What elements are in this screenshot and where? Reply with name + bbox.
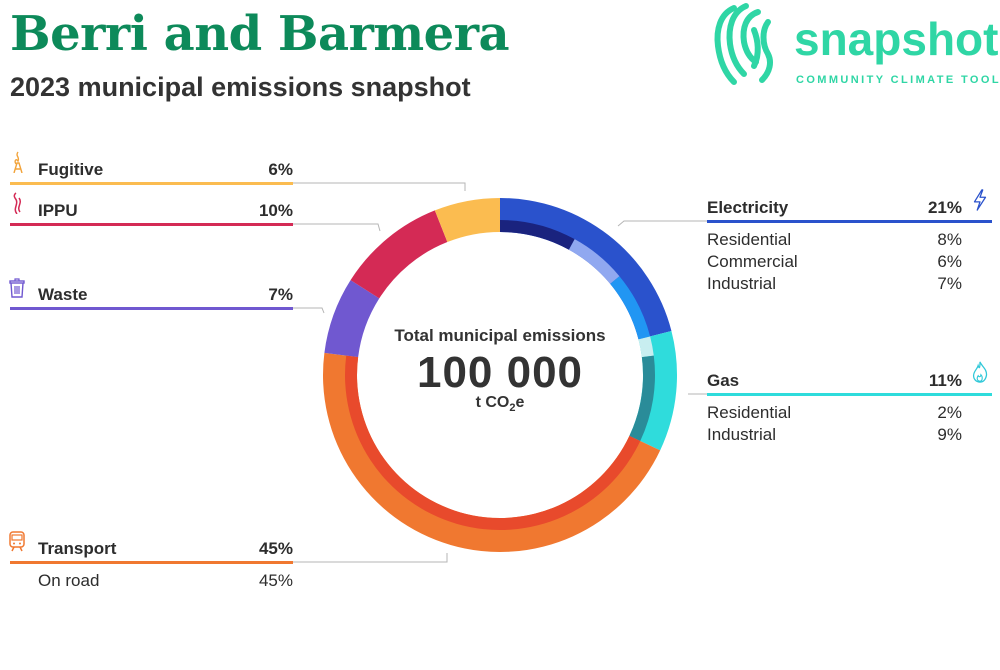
logo-wordmark: snapshot (794, 13, 999, 65)
bin-icon (9, 278, 25, 298)
leader-line-ippu (293, 223, 381, 232)
category-pct: 6% (268, 160, 293, 179)
category-pct: 7% (268, 285, 293, 304)
subcategory-row: Commercial 6% (707, 252, 962, 271)
category-gas: Gas 11% Residential 2% Industrial 9% (707, 369, 992, 446)
snapshot-logo: snapshot COMMUNITY CLIMATE TOOL (712, 0, 1000, 92)
subcategory-row: Residential 2% (707, 403, 962, 422)
logo-tagline: COMMUNITY CLIMATE TOOL (796, 74, 1000, 86)
category-name: Electricity (707, 198, 789, 217)
leader-line-electricity (617, 220, 707, 227)
subcategory-row: Industrial 9% (707, 425, 962, 444)
subcategory-row: On road 45% (38, 571, 293, 590)
fingerprint-logo-icon (714, 3, 773, 85)
page-title: Berri and Barmera (10, 6, 510, 62)
leader-lines (293, 182, 707, 563)
category-waste: Waste 7% (10, 283, 293, 310)
smoke-icon (13, 192, 22, 214)
donut-segment-ippu (350, 210, 448, 299)
donut-segment-fugitive (434, 198, 500, 243)
lightning-icon (973, 189, 987, 211)
total-emissions-value: 100 000 (416, 348, 584, 397)
subcategory-row: Industrial 7% (707, 274, 962, 293)
category-ippu: IPPU 10% (10, 199, 293, 226)
category-name: Gas (707, 371, 740, 390)
leader-line-waste (293, 307, 325, 314)
donut-subsegment-electricity-residential (500, 220, 575, 250)
category-fugitive: Fugitive 6% (10, 158, 293, 185)
category-transport: Transport 45% On road 45% (10, 537, 293, 592)
total-emissions-unit: t CO2e (475, 394, 525, 415)
category-pct: 45% (258, 539, 293, 558)
total-emissions-label: Total municipal emissions (394, 326, 606, 345)
category-electricity: Electricity 21% Residential 8% Commercial 6… (707, 196, 992, 295)
donut-subsegment-electricity-commercial (568, 239, 620, 284)
donut-subsegment-gas-industrial (629, 355, 655, 441)
page-subtitle: 2023 municipal emissions snapshot (10, 72, 471, 102)
category-name: Transport (38, 539, 117, 558)
gas-flare-icon (13, 151, 23, 173)
total-emissions-center: Total municipal emissions 100 000 t CO2e (380, 326, 620, 414)
inner-ring (345, 220, 655, 530)
donut-subsegment-gas-residential (638, 336, 654, 358)
subcategory-row: Residential 8% (707, 230, 962, 249)
leader-line-fugitive (293, 182, 466, 191)
category-name: IPPU (38, 201, 78, 220)
category-pct: 10% (258, 201, 293, 220)
category-name: Waste (38, 285, 88, 304)
category-pct: 11% (928, 371, 962, 390)
donut-segment-electricity (500, 198, 672, 340)
flame-icon (972, 361, 988, 383)
category-name: Fugitive (38, 160, 104, 179)
donut-subsegment-electricity-industrial (610, 276, 651, 340)
category-pct: 21% (927, 198, 962, 217)
leader-line-transport (293, 553, 448, 563)
train-icon (9, 531, 25, 552)
donut-segment-waste (324, 280, 380, 358)
